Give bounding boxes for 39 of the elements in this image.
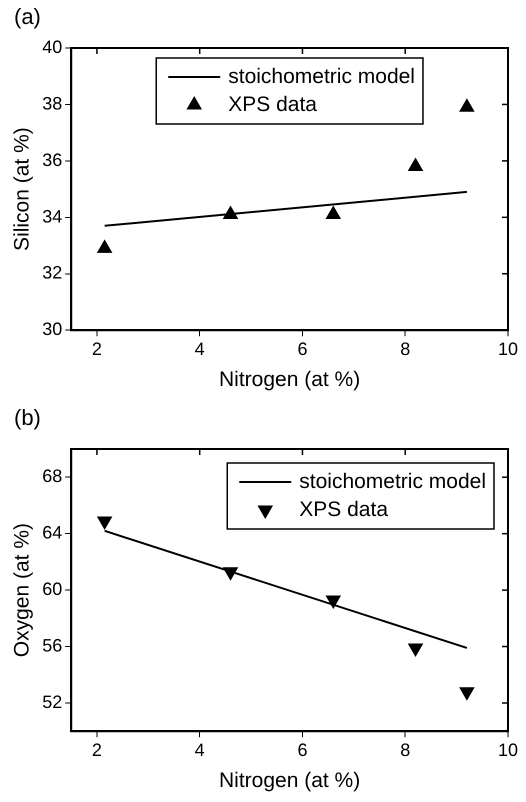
y-tick-label: 52 (42, 692, 62, 712)
y-tick-label: 34 (42, 206, 62, 226)
x-tick-label: 2 (92, 740, 102, 760)
point (326, 206, 341, 219)
x-tick-label: 10 (498, 740, 518, 760)
legend-label: XPS data (228, 92, 318, 116)
y-tick-label: 64 (42, 522, 62, 543)
x-tick-label: 10 (498, 338, 518, 359)
x-tick-label: 4 (194, 338, 205, 359)
x-tick-label: 4 (194, 740, 205, 760)
y-tick-label: 60 (42, 579, 62, 600)
x-tick-label: 2 (92, 338, 102, 359)
y-tick-label: 30 (42, 319, 62, 340)
y-axis-title: Silicon (at %) (10, 127, 34, 251)
y-tick-label: 36 (42, 150, 62, 170)
x-axis-title: Nitrogen (at %) (219, 368, 360, 392)
y-tick-label: 56 (42, 636, 62, 656)
legend-label: stoichometric model (299, 470, 486, 493)
chart-title: (b) (14, 405, 41, 431)
legend-label: stoichometric model (228, 64, 415, 88)
point (459, 687, 474, 700)
x-tick-label: 6 (297, 338, 308, 359)
x-tick-label: 8 (400, 338, 410, 359)
y-tick-label: 40 (42, 36, 62, 57)
point (97, 240, 112, 253)
y-tick-label: 32 (42, 262, 62, 283)
y-tick-label: 68 (42, 466, 62, 486)
x-tick-label: 8 (400, 740, 410, 760)
x-tick-label: 6 (297, 740, 308, 760)
point (408, 158, 423, 172)
y-tick-label: 38 (42, 93, 62, 114)
point (408, 643, 423, 656)
chart-title: (a) (14, 4, 41, 30)
point (459, 98, 474, 112)
point (326, 595, 341, 608)
legend-label: XPS data (299, 498, 388, 521)
y-axis-title: Oxygen (at %) (10, 522, 34, 658)
x-axis-title: Nitrogen (at %) (219, 769, 360, 792)
point (97, 516, 112, 530)
